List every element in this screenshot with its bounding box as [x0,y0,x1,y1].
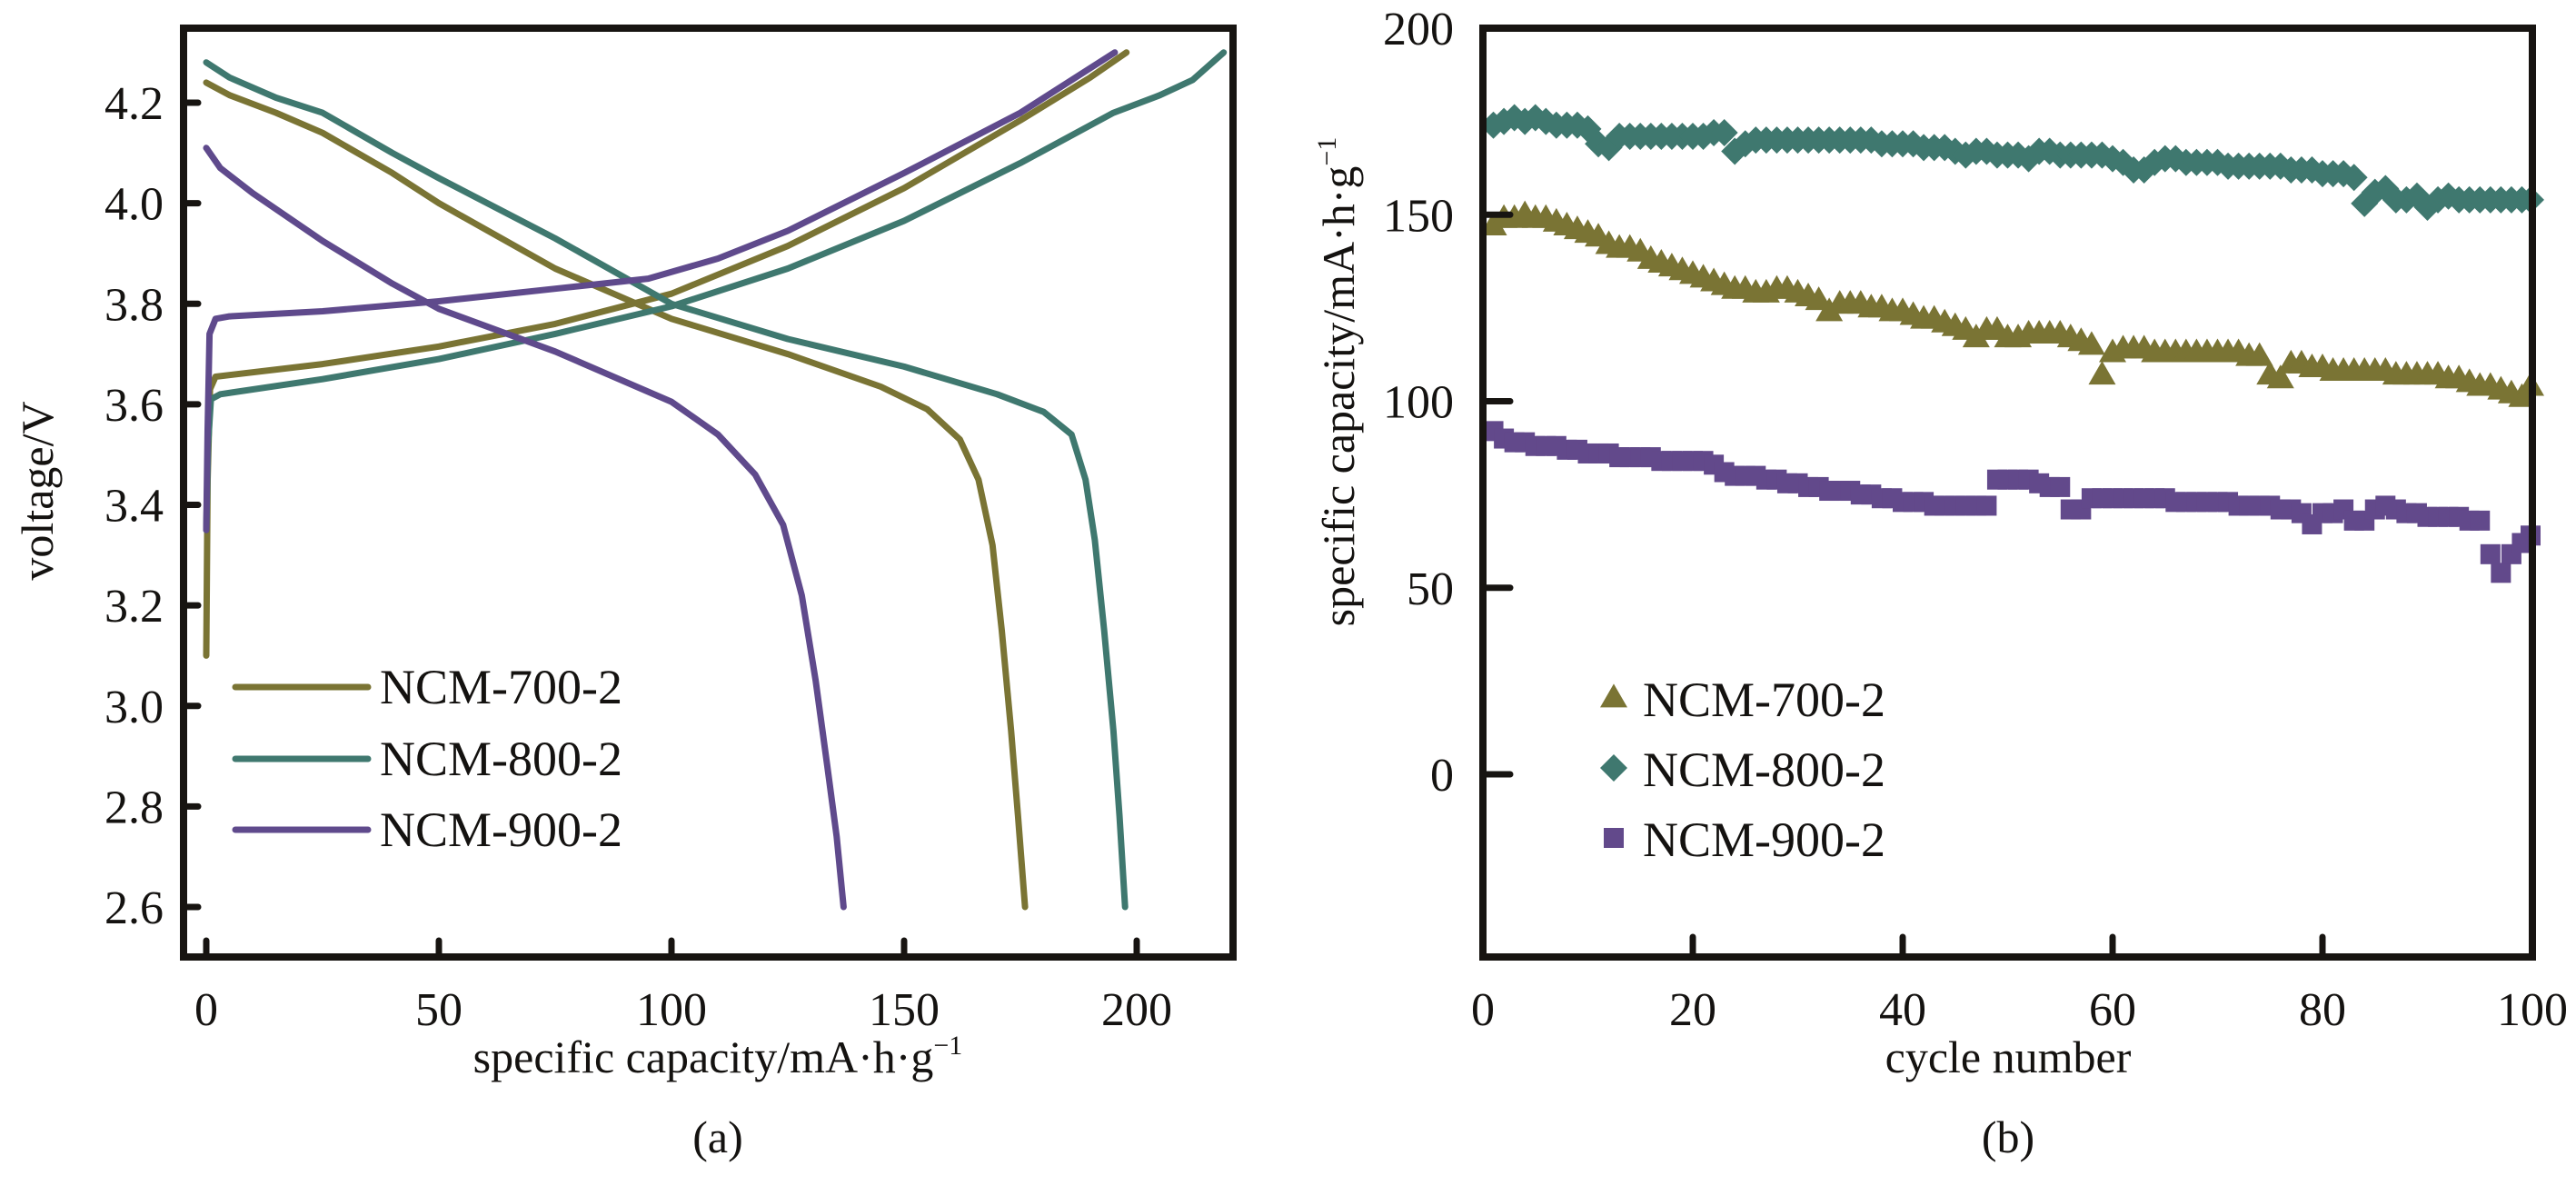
a-y-tick-label: 2.8 [104,782,164,833]
a-y-tick-label: 3.6 [104,380,164,432]
b-y-axis-title-sup: −1 [1312,137,1342,166]
b-series-ncm-900-2 [1483,421,2541,583]
b-x-tick-label: 100 [2497,984,2568,1036]
b-x-tick-label: 80 [2299,984,2346,1036]
b-y-tick-label: 100 [1383,377,1454,429]
a-y-tick-label: 3.4 [104,481,164,533]
b-point-ncm-700-2 [2266,364,2294,389]
b-x-ticks: 0 20 40 60 80 100 [1471,933,2568,1036]
b-point-ncm-700-2 [2077,331,2105,355]
b-x-tick-label: 40 [1879,984,1926,1036]
b-legend-item-ncm-900-2: NCM-900-2 [1604,812,1885,867]
a-curve-ncm-900-2-discharge [203,145,847,911]
a-x-tick-label: 50 [415,984,462,1036]
a-y-tick-label: 3.0 [104,682,164,733]
a-legend-item-ncm-800-2: NCM-800-2 [232,732,622,786]
a-plot-frame [180,25,1237,961]
b-x-tick-label: 0 [1471,984,1495,1036]
b-legend: NCM-700-2 NCM-800-2 NCM-900-2 [1600,673,1885,867]
b-y-tick-label: 200 [1383,4,1454,55]
b-legend-marker-square [1604,828,1624,848]
panel-b-cycling: 0 20 40 60 80 100 0 50 100 150 200 cycle number s… [1312,4,2568,1162]
a-y-ticks: 2.6 2.8 3.0 3.2 3.4 3.6 3.8 4.0 4.2 [104,78,202,934]
a-x-tick-label: 150 [869,984,940,1036]
b-series-ncm-700-2 [1479,200,2544,407]
b-legend-item-ncm-700-2: NCM-700-2 [1600,673,1885,727]
b-y-ticks: 0 50 100 150 200 [1383,4,1514,802]
b-points [1479,104,2544,583]
b-x-tick-label: 20 [1669,984,1716,1036]
a-legend-label: NCM-900-2 [380,802,622,857]
b-point-ncm-900-2 [2491,563,2511,583]
b-legend-marker-triangle [1600,683,1627,708]
a-y-tick-label: 4.2 [104,78,164,130]
a-curve-ncm-800-2-discharge [203,59,1129,911]
b-series-ncm-800-2 [1479,104,2544,222]
a-legend: NCM-700-2 NCM-800-2 NCM-900-2 [232,660,622,857]
b-y-axis-title: specific capacity/mA·h·g−1 [1312,137,1364,627]
b-x-tick-label: 60 [2089,984,2136,1036]
a-x-ticks: 0 50 100 150 200 [194,937,1172,1036]
a-y-tick-label: 3.8 [104,279,164,331]
b-x-axis-title: cycle number [1885,1032,2132,1082]
b-point-ncm-900-2 [1976,495,1997,516]
b-point-ncm-700-2 [2245,342,2273,366]
a-x-axis-title-sup: −1 [933,1031,962,1061]
a-x-tick-label: 200 [1101,984,1172,1036]
a-x-tick-label: 0 [194,984,218,1036]
panel-a-voltage-profile: 0 50 100 150 200 2.6 2.8 3.0 3.2 3.4 3.6 3.8 4.0 4.2… [12,25,1237,1162]
b-point-ncm-900-2 [2050,476,2071,497]
b-legend-label: NCM-800-2 [1643,742,1885,797]
b-plot-frame [1479,25,2536,961]
b-legend-label: NCM-700-2 [1643,673,1885,727]
b-y-tick-label: 0 [1430,750,1454,802]
a-curve-ncm-900-2-charge [203,49,1119,533]
b-point-ncm-900-2 [2480,543,2501,564]
a-legend-label: NCM-700-2 [380,660,622,714]
a-y-tick-label: 2.6 [104,882,164,934]
b-legend-label: NCM-900-2 [1643,812,1885,867]
a-curve-ncm-700-2-discharge [203,79,1029,911]
a-y-axis-title: voltage/V [12,401,63,580]
b-y-axis-title-text: specific capacity/mA·h·g [1313,166,1364,627]
b-caption: (b) [1982,1111,2034,1162]
b-point-ncm-800-2 [1710,118,1738,146]
b-y-tick-label: 50 [1407,563,1454,615]
b-point-ncm-800-2 [2340,164,2368,192]
a-legend-item-ncm-900-2: NCM-900-2 [232,802,622,857]
b-point-ncm-700-2 [2088,361,2116,385]
a-x-axis-title-text: specific capacity/mA·h·g [473,1032,934,1082]
a-x-tick-label: 100 [636,984,707,1036]
a-caption: (a) [692,1111,743,1162]
b-legend-marker-diamond [1600,754,1627,782]
b-y-tick-label: 150 [1383,190,1454,242]
b-point-ncm-900-2 [2470,510,2491,531]
b-point-ncm-800-2 [1479,111,1507,139]
a-legend-label: NCM-800-2 [380,732,622,786]
a-legend-item-ncm-700-2: NCM-700-2 [232,660,622,714]
a-y-tick-label: 3.2 [104,581,164,633]
a-y-tick-label: 4.0 [104,179,164,231]
a-x-axis-title: specific capacity/mA·h·g−1 [473,1031,963,1082]
b-legend-item-ncm-800-2: NCM-800-2 [1600,742,1885,797]
a-curves [203,49,1228,911]
a-curve-ncm-800-2-charge [203,49,1228,533]
